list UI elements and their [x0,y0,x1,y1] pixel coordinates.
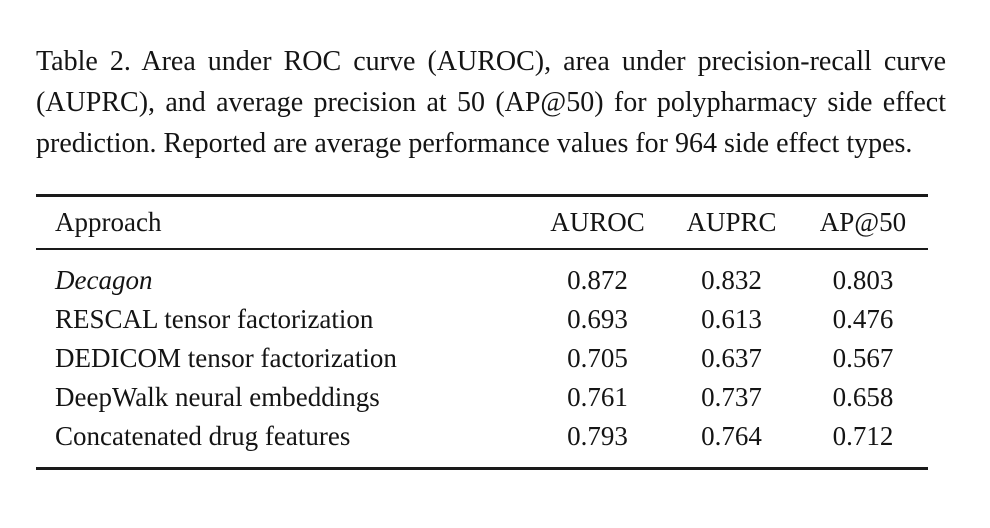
auroc-cell: 0.705 [567,343,628,373]
ap50-cell: 0.476 [832,304,894,334]
table-row-rescal: RESCAL tensor factorization 0.693 0.613 … [36,300,928,339]
auprc-cell: 0.737 [701,382,762,412]
table-row-dedicom: DEDICOM tensor factorization 0.705 0.637… [36,339,928,378]
approach-cell: Decagon [55,265,153,295]
auroc-cell: 0.872 [567,265,628,295]
header-auprc: AUPRC [665,195,798,250]
auprc-cell: 0.613 [701,304,762,334]
header-auroc: AUROC [530,195,665,250]
results-table-container: Approach AUROC AUPRC AP@50 Decagon 0.872… [36,194,928,470]
table-row-decagon: Decagon 0.872 0.832 0.803 [36,249,928,300]
ap50-cell: 0.712 [832,421,894,451]
results-table: Approach AUROC AUPRC AP@50 Decagon 0.872… [36,194,928,470]
approach-cell: DEDICOM tensor factorization [55,343,397,373]
header-approach: Approach [36,195,530,250]
header-ap50: AP@50 [798,195,928,250]
approach-cell: Concatenated drug features [55,421,351,451]
ap50-cell: 0.658 [832,382,894,412]
approach-cell: DeepWalk neural embeddings [55,382,380,412]
auroc-cell: 0.693 [567,304,628,334]
ap50-cell: 0.567 [832,343,894,373]
table-row-concatenated: Concatenated drug features 0.793 0.764 0… [36,417,928,469]
auprc-cell: 0.637 [701,343,762,373]
auprc-cell: 0.832 [701,265,762,295]
ap50-cell: 0.803 [832,265,894,295]
auroc-cell: 0.761 [567,382,628,412]
auprc-cell: 0.764 [701,421,762,451]
approach-cell: RESCAL tensor factorization [55,304,374,334]
table-row-deepwalk: DeepWalk neural embeddings 0.761 0.737 0… [36,378,928,417]
auroc-cell: 0.793 [567,421,628,451]
header-row: Approach AUROC AUPRC AP@50 [36,195,928,250]
table-caption: Table 2. Area under ROC curve (AUROC), a… [36,46,946,159]
